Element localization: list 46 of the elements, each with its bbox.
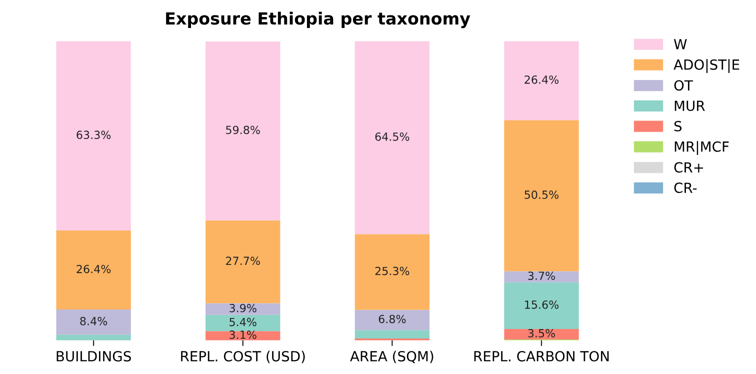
bar xyxy=(504,120,579,272)
bar xyxy=(56,310,131,335)
bar xyxy=(206,41,280,220)
data-label: 63.3% xyxy=(76,130,111,140)
bar xyxy=(504,271,579,282)
data-label: 25.3% xyxy=(375,266,410,276)
bar xyxy=(56,230,131,310)
data-label: 26.4% xyxy=(524,75,559,84)
data-label: 6.8% xyxy=(378,314,406,324)
legend-label: CR- xyxy=(674,182,697,194)
legend-label: OT xyxy=(674,80,693,91)
data-label: 3.5% xyxy=(528,329,555,338)
bar xyxy=(504,328,579,340)
bar xyxy=(56,334,131,340)
bar xyxy=(354,310,430,330)
chart-title: Exposure Ethiopia per taxonomy xyxy=(166,12,470,28)
bar xyxy=(504,282,579,329)
legend-label: MR|MCF xyxy=(674,141,729,155)
bar xyxy=(354,234,430,310)
legend-label: S xyxy=(674,120,682,132)
x-tick-label: AREA (SQM) xyxy=(350,350,434,364)
bar xyxy=(206,303,280,315)
data-label: 64.5% xyxy=(375,132,410,141)
data-label: 59.8% xyxy=(226,126,260,134)
legend-label: W xyxy=(674,39,687,50)
data-label: 3.9% xyxy=(230,304,256,312)
bar xyxy=(206,314,280,332)
data-label: 8.4% xyxy=(80,316,108,326)
legend-label: MUR xyxy=(674,100,705,112)
legend-label: CR+ xyxy=(674,162,704,173)
x-tick-label: BUILDINGS xyxy=(56,351,131,362)
data-label: 15.6% xyxy=(525,300,559,309)
data-label: 26.4% xyxy=(76,264,111,274)
legend-label: ADO|ST|E xyxy=(674,59,740,73)
bar xyxy=(504,41,579,120)
data-label: 3.1% xyxy=(230,330,256,339)
data-label: 27.7% xyxy=(226,256,260,266)
bar xyxy=(56,41,131,231)
data-label: 50.5% xyxy=(524,190,559,199)
x-tick-label: REPL. CARBON TON xyxy=(474,351,609,362)
bar xyxy=(206,220,280,304)
bar xyxy=(354,330,430,339)
bar xyxy=(354,41,430,234)
x-tick-label: REPL. COST (USD) xyxy=(181,350,305,364)
data-label: 3.7% xyxy=(528,272,555,280)
data-label: 5.4% xyxy=(230,318,256,326)
